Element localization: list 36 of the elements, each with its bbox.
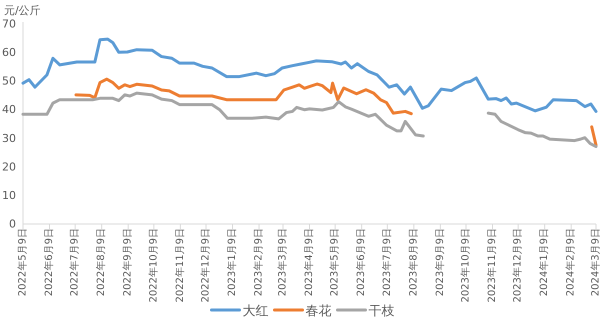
y-axis-title: 元/公斤 xyxy=(4,4,41,17)
x-tick-label: 2024年2月9日 xyxy=(564,228,577,296)
x-tick-label: 2023年3月9日 xyxy=(276,228,288,296)
x-tick-label: 2024年1月9日 xyxy=(538,228,550,296)
y-tick-label: 70 xyxy=(2,18,16,30)
y-tick-label: 20 xyxy=(2,160,16,174)
x-tick-label: 2023年5月9日 xyxy=(328,228,341,296)
x-tick-label: 2023年8月9日 xyxy=(407,228,420,296)
legend-label: 春花 xyxy=(306,304,332,319)
x-tick-label: 2022年10月9日 xyxy=(147,228,160,303)
y-tick-label: 40 xyxy=(2,103,16,116)
legend-label: 大红 xyxy=(242,304,268,319)
x-tick-label: 2022年9月9日 xyxy=(122,228,134,296)
x-tick-label: 2022年7月9日 xyxy=(68,228,81,296)
x-tick-label: 2023年2月9日 xyxy=(252,228,265,296)
x-tick-label: 2022年11月9日 xyxy=(174,228,186,303)
line-series xyxy=(22,38,598,113)
x-tick-label: 2024年3月9日 xyxy=(590,228,602,296)
x-tick-label: 2022年12月9日 xyxy=(200,228,212,303)
x-tick-label: 2023年6月9日 xyxy=(355,228,368,296)
x-tick-label: 2022年5月9日 xyxy=(16,228,28,296)
x-tick-label: 2023年12月9日 xyxy=(512,228,524,303)
x-tick-label: 2023年7月9日 xyxy=(380,228,393,296)
x-tick-label: 2022年6月9日 xyxy=(43,228,56,296)
x-tick-label: 2023年10月9日 xyxy=(460,228,472,303)
legend-label: 干枝 xyxy=(368,304,394,319)
y-tick-label: 60 xyxy=(2,46,16,60)
x-tick-label: 2023年4月9日 xyxy=(303,228,315,296)
y-tick-label: 10 xyxy=(2,188,16,202)
x-tick-label: 2023年9月9日 xyxy=(434,228,446,296)
x-tick-label: 2023年11月9日 xyxy=(486,228,498,303)
y-tick-label: 0 xyxy=(9,218,16,230)
y-tick-label: 50 xyxy=(2,74,16,88)
x-tick-label: 2022年8月9日 xyxy=(95,228,108,296)
x-tick-label: 2023年1月9日 xyxy=(226,228,238,296)
y-tick-label: 30 xyxy=(2,132,16,145)
